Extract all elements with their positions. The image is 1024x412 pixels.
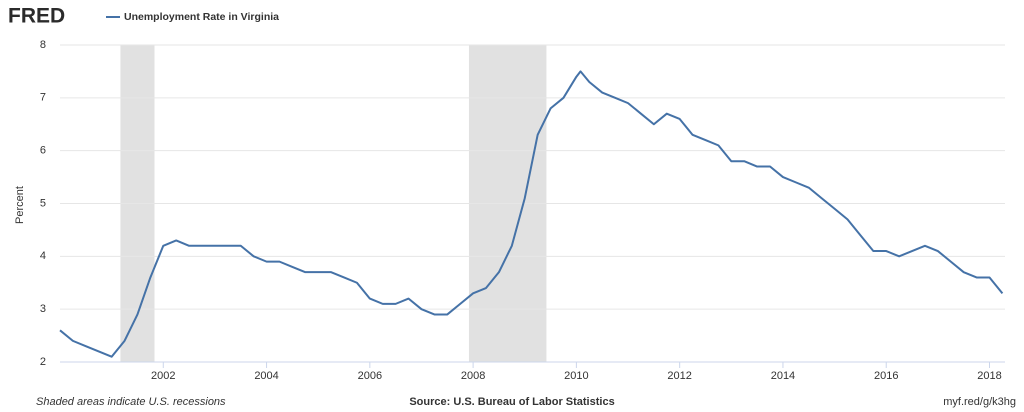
x-tick-label: 2012 [667,370,691,382]
x-tick-label: 2014 [771,370,795,382]
x-tick-label: 2006 [358,370,382,382]
y-tick-label: 4 [40,250,46,262]
x-tick-label: 2010 [564,370,588,382]
data-line [59,70,1004,358]
footer-source: Source: U.S. Bureau of Labor Statistics [409,396,614,408]
brand-logo: FRED [8,5,65,28]
x-tick-label: 2008 [461,370,485,382]
footer-link: myf.red/g/k3hg [943,396,1016,408]
x-tick-label: 2018 [977,370,1001,382]
y-tick-label: 8 [40,39,46,51]
x-tick-label: 2004 [254,370,278,382]
x-tick-label: 2016 [874,370,898,382]
y-tick-label: 5 [40,197,46,209]
legend-label: Unemployment Rate in Virginia [124,11,279,23]
y-axis-label: Percent [14,186,26,224]
y-tick-label: 2 [40,356,46,368]
y-tick-label: 7 [40,92,46,104]
x-tick-label: 2002 [151,370,175,382]
y-tick-label: 6 [40,145,46,157]
y-tick-label: 3 [40,303,46,315]
footer-note: Shaded areas indicate U.S. recessions [36,396,226,408]
